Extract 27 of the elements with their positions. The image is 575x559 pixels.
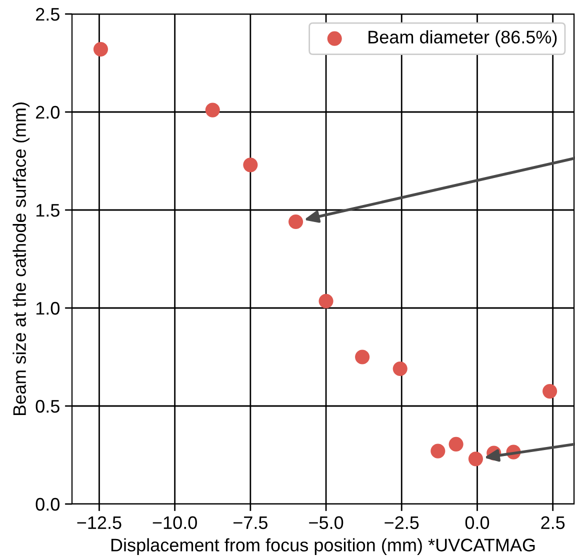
x-tick-label: −5.0	[309, 516, 344, 530]
point	[355, 350, 370, 364]
y-tick-label: 2.5	[36, 8, 60, 21]
point	[430, 444, 446, 458]
y-tick-label: 1.0	[36, 302, 60, 315]
x-tick-label: 0.0	[465, 516, 490, 530]
x-tick-label: −2.5	[384, 516, 419, 530]
y-tick-label: 0.0	[36, 498, 60, 511]
x-tick-label: −7.5	[233, 516, 268, 530]
x-axis-title: Displacement from focus position (mm) *UVCATMAG	[111, 538, 535, 556]
point	[542, 384, 558, 399]
point	[448, 436, 464, 452]
y-axis-title: Beam size at the cathode surface (mm)	[12, 102, 30, 416]
point	[392, 361, 408, 376]
point	[468, 452, 483, 466]
x-tick-label: −10.0	[152, 516, 197, 530]
y-tick-label: 0.5	[36, 400, 60, 413]
point	[288, 214, 304, 230]
x-tick-label: 2.5	[541, 516, 565, 530]
point	[318, 294, 334, 308]
y-tick-label: 1.5	[36, 204, 60, 217]
point	[93, 42, 108, 57]
point	[205, 102, 220, 118]
point	[243, 158, 258, 172]
y-tick-label: 2.0	[36, 106, 60, 119]
x-tick-label: −12.5	[77, 516, 122, 530]
legend-label: Beam diameter (86.5%)	[368, 30, 557, 48]
